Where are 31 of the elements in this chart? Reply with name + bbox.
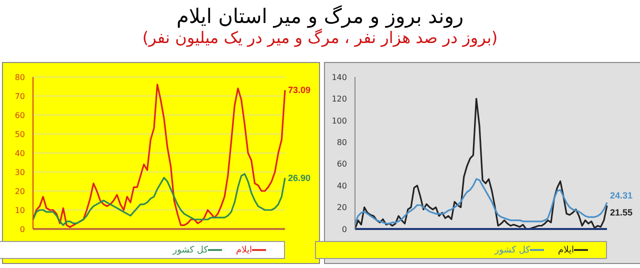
data-label: 21.55: [610, 208, 633, 218]
y-tick-label: 100: [332, 116, 347, 126]
y-tick-label: 10: [14, 206, 25, 215]
line-series: [354, 178, 608, 224]
y-tick-label: 20: [14, 186, 25, 196]
data-label: 26.90: [288, 172, 311, 183]
y-tick-label: 40: [336, 181, 347, 190]
y-tick-label: 0: [20, 224, 25, 234]
y-tick-label: 140: [332, 72, 347, 82]
y-tick-label: 70: [14, 92, 25, 101]
text: (بروز در صد هزار نفر ، مرگ و میر در یک میلیون نفر): [141, 28, 499, 47]
line-series: [354, 98, 608, 229]
legend-label: کل کشور: [494, 245, 530, 256]
y-tick-label: 0: [342, 224, 347, 234]
y-tick-label: 80: [336, 138, 347, 147]
y-tick-label: 60: [14, 110, 25, 120]
y-tick-label: 120: [332, 94, 347, 104]
data-label: 24.31: [610, 190, 633, 201]
y-tick-label: 30: [14, 168, 25, 177]
chart-title: روند بروز و مرگ و میر استان ایلام: [175, 3, 465, 28]
y-tick-label: 40: [14, 148, 25, 158]
legend-label: ایلام: [558, 245, 574, 256]
data-label: 73.09: [288, 85, 311, 96]
line-series: [32, 173, 286, 226]
y-tick-label: 20: [336, 203, 347, 212]
y-tick-label: 60: [336, 160, 347, 169]
legend-label: کل کشور: [172, 245, 208, 256]
legend-label: ایلام: [236, 245, 252, 256]
y-tick-label: 50: [14, 130, 25, 139]
y-tick-label: 80: [14, 72, 25, 82]
line-series: [32, 84, 286, 228]
